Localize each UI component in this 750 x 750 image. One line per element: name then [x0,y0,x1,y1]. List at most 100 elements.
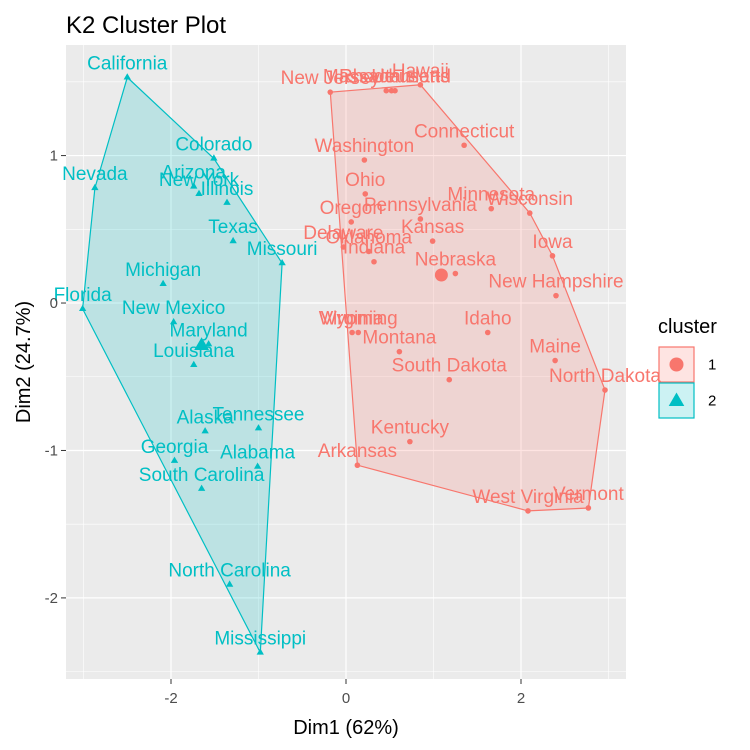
point-indiana [371,258,377,265]
point-arizona [190,182,198,189]
cluster-centers [194,268,448,350]
axes: -2 0 2 -2 -1 0 1 [45,148,526,707]
point-virginia [349,329,355,336]
point-label-south-dakota: South Dakota [392,356,508,377]
point-idaho [484,329,491,336]
point-delaware [340,244,347,250]
point-wyoming [355,329,362,336]
point-south-dakota [446,376,453,383]
point-new-mexico [170,318,178,325]
point-label-nevada: Nevada [62,164,128,185]
point-north-dakota [602,387,608,393]
point-label-new-hampshire: New Hampshire [488,272,623,293]
point-mississippi [256,648,264,655]
point-label-indiana: Indiana [343,238,406,259]
point-connecticut [461,142,467,149]
point-missouri [278,259,286,266]
point-new-york [195,189,203,196]
legend-title: cluster [658,316,717,338]
point-minnesota [488,205,495,212]
point-ohio [362,191,369,197]
point-label-wisconsin: Wisconsin [486,189,573,210]
point-label-connecticut: Connecticut [414,121,515,142]
point-label-ohio: Ohio [345,170,385,191]
point-label-kansas: Kansas [401,217,464,238]
point-label-pennsylvania: Pennsylvania [364,195,477,216]
legend-symbol-2 [668,392,685,406]
y-axis-label: Dim2 (24.7%) [13,301,35,423]
point-label-new-mexico: New Mexico [122,298,225,319]
point-label-hawaii: Hawaii [392,61,449,82]
point-label-utah: Utah [371,67,411,88]
point-label-florida: Florida [54,285,113,306]
point-oregon [348,219,355,225]
point-new-jersey [327,89,334,95]
point-illinois [223,198,231,205]
point-utah [388,87,395,94]
point-label-colorado: Colorado [175,135,252,156]
point-label-arkansas: Arkansas [318,441,397,462]
legend-label-2: 2 [708,393,716,410]
point-label-oklahoma: Oklahoma [325,227,412,248]
point-label-arizona: Arizona [162,163,227,184]
point-label-oregon: Oregon [320,198,383,219]
point-nevada [91,183,99,191]
y-tick-label: -2 [45,590,58,607]
cluster-1-center [434,268,448,282]
data-points [79,73,608,655]
point-texas [229,236,237,244]
point-label-massachusetts: Massachusetts [323,67,450,88]
point-label-virginia: Virginia [321,309,384,330]
point-florida [79,304,87,311]
point-massachusetts [383,87,390,94]
point-label-new-jersey: New Jersey [281,68,381,89]
point-vermont [585,505,592,511]
point-label-minnesota: Minnesota [447,185,535,206]
point-label-idaho: Idaho [464,309,512,330]
point-label-nebraska: Nebraska [415,250,497,271]
x-tick-label: 0 [342,690,350,707]
point-north-carolina [226,580,234,587]
point-label-maine: Maine [529,337,581,358]
point-hawaii [417,82,424,88]
legend-symbol-1 [669,357,684,372]
point-label-kentucky: Kentucky [371,418,450,439]
point-label-west-virginia: West Virginia [472,487,584,508]
point-label-montana: Montana [362,328,436,349]
point-label-missouri: Missouri [247,239,318,260]
legend-key-glyph-2: a [673,393,681,409]
y-tick-label: -1 [45,442,58,459]
point-wisconsin [526,210,533,216]
point-label-alaska: Alaska [177,407,234,428]
point-label-iowa: Iowa [532,232,573,253]
legend-key-glyph-1: a [673,357,681,373]
legend-label-1: 1 [708,357,716,374]
y-tick-label: 0 [50,295,58,312]
point-michigan [159,279,167,286]
point-maine [552,357,558,364]
point-montana [396,348,403,355]
point-colorado [210,154,218,161]
point-label-alabama: Alabama [220,443,295,464]
point-kansas [429,238,436,244]
point-maryland [205,340,213,347]
point-label-maryland: Maryland [170,320,248,341]
point-iowa [549,253,556,259]
point-label-louisiana: Louisiana [153,341,235,362]
major-gridlines [66,45,626,679]
point-label-georgia: Georgia [141,437,209,458]
point-label-illinois: Illinois [201,179,254,200]
point-label-new-york: New York [159,170,240,191]
point-new-hampshire [553,292,559,299]
point-label-delaware: Delaware [303,223,383,244]
point-california [123,73,131,80]
point-alaska [201,427,209,434]
point-georgia [170,456,179,463]
point-oklahoma [365,248,372,255]
point-south-carolina [198,484,206,491]
point-label-michigan: Michigan [125,260,201,281]
point-label-texas: Texas [208,217,258,238]
